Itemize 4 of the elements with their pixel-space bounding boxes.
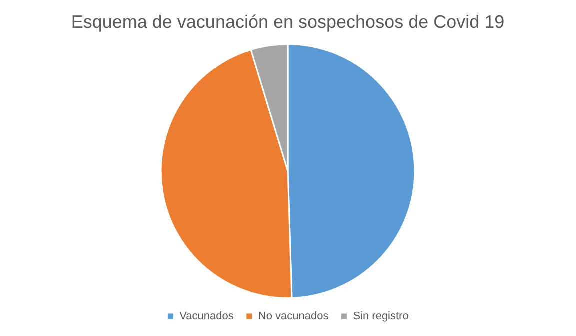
legend-label: Vacunados — [180, 310, 234, 323]
chart-title: Esquema de vacunación en sospechosos de Covid 19 — [71, 12, 505, 32]
legend-label: Sin registro — [353, 310, 409, 323]
legend-label: No vacunados — [258, 310, 330, 323]
